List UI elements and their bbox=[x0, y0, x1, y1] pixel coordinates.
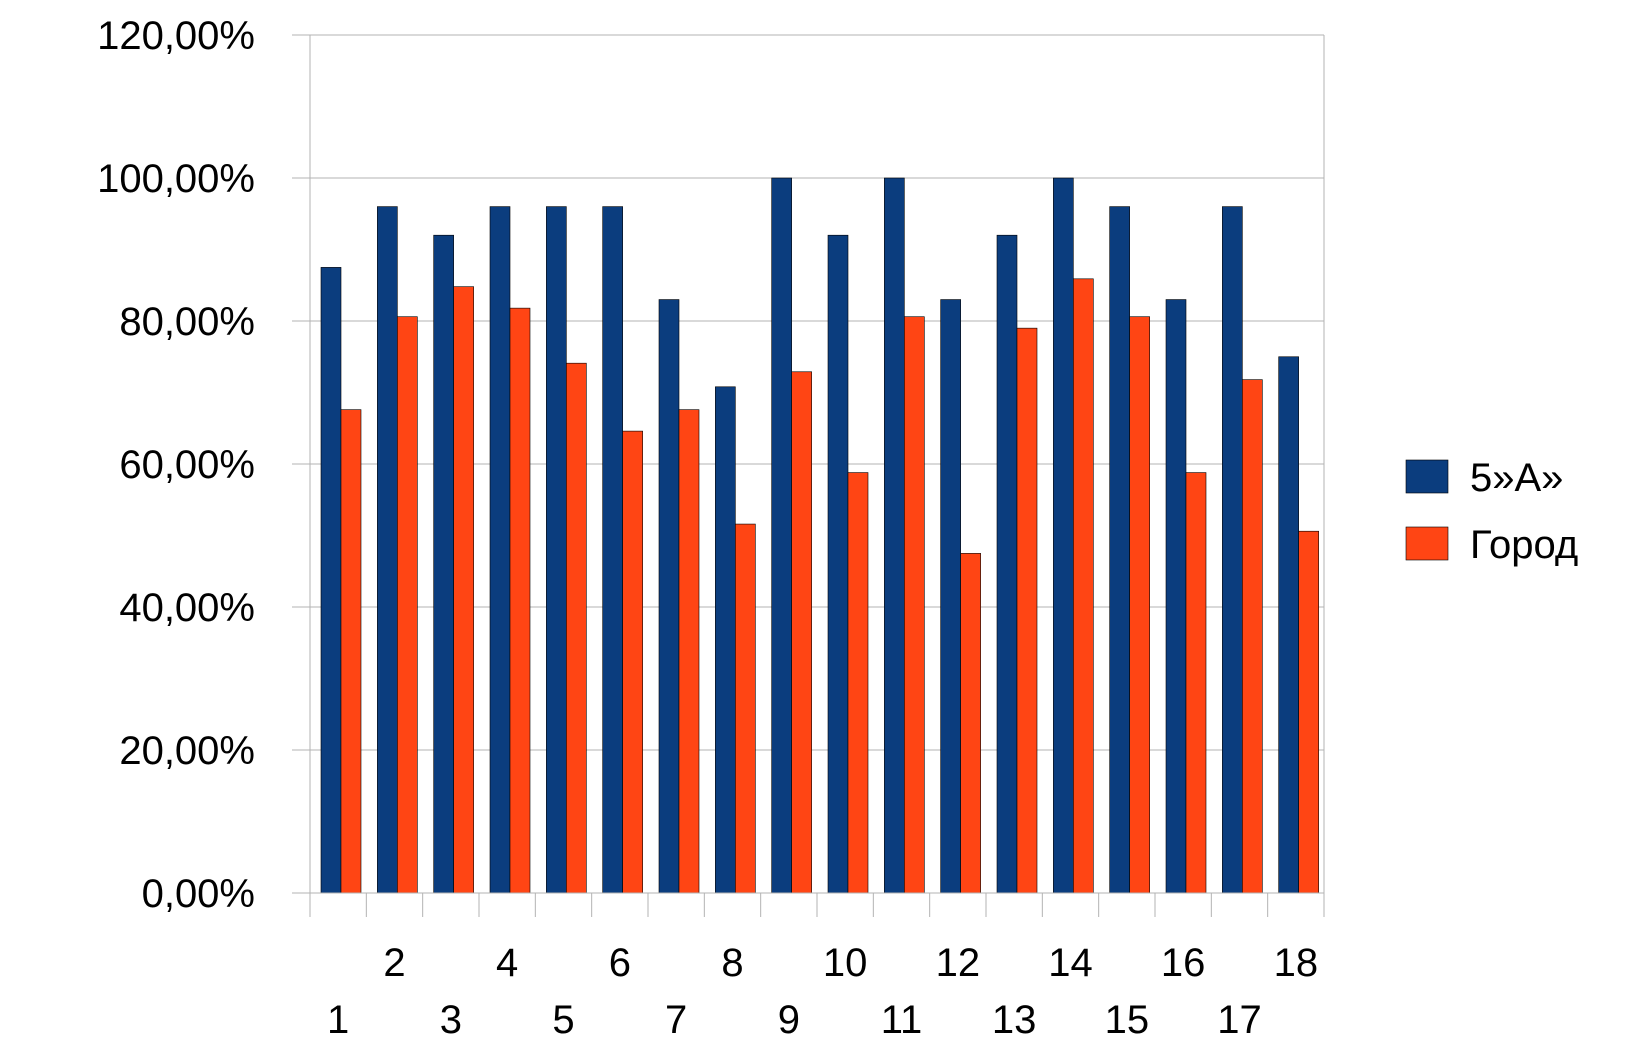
x-tick-label: 9 bbox=[778, 998, 800, 1042]
bar-series1 bbox=[996, 234, 1018, 894]
bar-series1 bbox=[433, 234, 454, 894]
x-tick-label: 5 bbox=[552, 998, 574, 1042]
bar-series1 bbox=[827, 234, 849, 894]
x-tick-label: 11 bbox=[881, 998, 923, 1042]
legend-label: 5»А» bbox=[1470, 456, 1563, 500]
bar-series1 bbox=[1165, 299, 1187, 894]
x-tick-label: 1 bbox=[327, 998, 349, 1042]
x-tick-label: 12 bbox=[936, 941, 981, 985]
axes bbox=[292, 34, 1325, 917]
bar-series2 bbox=[1016, 327, 1038, 894]
x-tick-label: 8 bbox=[721, 941, 743, 985]
x-tick-label: 14 bbox=[1048, 941, 1093, 985]
bar-series2 bbox=[453, 286, 474, 894]
y-tick-label: 20,00% bbox=[119, 729, 255, 773]
x-tick-label: 10 bbox=[823, 941, 868, 985]
y-tick-label: 40,00% bbox=[119, 586, 255, 630]
x-tick-label: 2 bbox=[383, 941, 405, 985]
bar-series2 bbox=[1185, 472, 1207, 894]
gridlines bbox=[310, 34, 1324, 894]
x-tick-label: 16 bbox=[1161, 941, 1206, 985]
bar-series2 bbox=[566, 362, 587, 894]
x-tick-label: 6 bbox=[609, 941, 631, 985]
x-tick-label: 13 bbox=[992, 998, 1037, 1042]
legend-swatch bbox=[1405, 526, 1449, 561]
bar-series1 bbox=[658, 299, 680, 894]
bar-series2 bbox=[1073, 278, 1094, 894]
bar-series2 bbox=[1242, 379, 1263, 894]
y-tick-label: 80,00% bbox=[119, 300, 255, 344]
x-tick-label: 3 bbox=[440, 998, 462, 1042]
bar-series1 bbox=[320, 267, 342, 894]
bar-series2 bbox=[340, 409, 362, 894]
legend: 5»А» Город bbox=[1405, 456, 1578, 567]
x-tick-label: 15 bbox=[1105, 998, 1150, 1042]
bar-series2 bbox=[1129, 316, 1150, 894]
bar-series1 bbox=[771, 177, 792, 894]
y-tick-label: 100,00% bbox=[97, 157, 255, 201]
bar-series2 bbox=[791, 371, 812, 894]
bar-series2 bbox=[678, 409, 700, 894]
bar-series2 bbox=[622, 430, 643, 894]
bar-series1 bbox=[546, 206, 567, 894]
bar-series2 bbox=[509, 307, 531, 894]
bar-series2 bbox=[960, 553, 981, 894]
bar-series1 bbox=[1109, 206, 1130, 894]
x-tick-label: 4 bbox=[496, 941, 518, 985]
bar-series1 bbox=[884, 177, 905, 894]
y-tick-label: 0,00% bbox=[142, 872, 255, 916]
bar-series1 bbox=[602, 206, 623, 894]
bar-series1 bbox=[489, 206, 511, 894]
y-tick-label: 120,00% bbox=[97, 14, 255, 58]
legend-label: Город bbox=[1470, 523, 1578, 567]
bar-series2 bbox=[904, 316, 925, 894]
bar-series2 bbox=[847, 472, 869, 894]
bar-series2 bbox=[735, 523, 756, 894]
x-tick-label: 18 bbox=[1274, 941, 1319, 985]
y-tick-labels: 0,00% 20,00% 40,00% 60,00% 80,00% 100,00% 120,… bbox=[97, 14, 255, 916]
bar-series1 bbox=[377, 206, 398, 894]
bar-series2 bbox=[397, 316, 418, 894]
bar-series1 bbox=[1278, 356, 1299, 894]
bars bbox=[320, 177, 1319, 894]
y-tick-label: 60,00% bbox=[119, 443, 255, 487]
bar-series2 bbox=[1298, 530, 1319, 894]
bar-series1 bbox=[940, 299, 961, 894]
bar-series1 bbox=[1222, 206, 1243, 894]
bar-series1 bbox=[715, 386, 736, 894]
x-tick-label: 7 bbox=[665, 998, 687, 1042]
legend-swatch bbox=[1405, 459, 1449, 494]
x-tick-label: 17 bbox=[1217, 998, 1262, 1042]
bar-series1 bbox=[1053, 177, 1074, 894]
